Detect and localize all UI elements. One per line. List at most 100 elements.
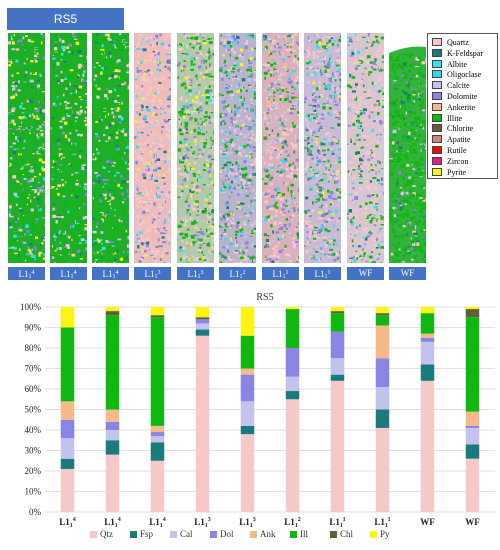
bar-segment-ank [420, 333, 435, 338]
chart-legend-label: Chl [340, 529, 354, 539]
bar-segment-ank [240, 368, 255, 375]
legend-item-quartz: Quartz [432, 37, 496, 48]
legend-item-oligoclase: Oligoclase [432, 69, 496, 80]
chart-legend-label: Fsp [140, 529, 154, 539]
bar-segment-qtz [240, 434, 255, 512]
core-label-text: L113 [187, 269, 204, 280]
core-label-text: L114 [18, 269, 35, 280]
chart-legend-swatch [90, 531, 97, 538]
bar-segment-cal [285, 376, 300, 392]
legend-swatch [432, 48, 442, 57]
legend-item-calcite: Calcite [432, 80, 496, 91]
mineral-legend: Quartz K-Feldspar Albite Oligoclase Calcite D… [427, 33, 498, 179]
legend-item-chlorite: Chlorite [432, 123, 496, 134]
bar-segment-chl [105, 311, 120, 316]
chart-legend-swatch [130, 531, 137, 538]
y-tick-label: 0% [29, 507, 42, 517]
bar-segment-ill [60, 327, 75, 402]
bar-segment-cal [465, 427, 480, 445]
core-label-text: WF [358, 268, 373, 278]
core-label-1: L114 [8, 267, 45, 280]
chart-legend-label: Py [380, 529, 390, 539]
sample-badge: RS5 [7, 8, 124, 30]
legend-swatch [432, 167, 442, 176]
y-tick-label: 70% [25, 364, 42, 374]
legend-label: Albite [447, 59, 467, 69]
bar-segment-dol [105, 421, 120, 430]
bar-segment-ill [105, 315, 120, 410]
bar-segment-fsp [105, 440, 120, 455]
core-strip-4 [134, 33, 171, 263]
mineral-composition-chart: RS5 0% 10% 20% 30% 40% 50% 60% 70% 80% 90% 100% L114… [20, 292, 495, 539]
x-tick-label: L111 [329, 517, 345, 529]
core-label-2: L114 [50, 267, 87, 280]
legend-item-ankerite: Ankerite [432, 102, 496, 113]
core-label-text: L114 [60, 269, 77, 280]
bar-segment-ank [60, 401, 75, 420]
x-tick-label: L114 [59, 517, 76, 529]
chart-title: RS5 [256, 292, 273, 303]
bar-segment-fsp [375, 409, 390, 428]
bar-segment-py [465, 307, 480, 310]
bar-segment-qtz [420, 380, 435, 512]
legend-item-albite: Albite [432, 59, 496, 70]
chart-legend-swatch [330, 531, 337, 538]
core-label-7: L111 [262, 267, 299, 280]
legend-label: Dolomite [447, 92, 478, 101]
legend-swatch [432, 70, 442, 79]
bar-segment-qtz [330, 380, 345, 512]
legend-label: Illite [447, 113, 463, 123]
chart-legend-swatch [210, 531, 217, 538]
y-tick-label: 80% [25, 343, 42, 353]
y-tick-label: 50% [25, 405, 42, 415]
core-strip-10 [389, 33, 426, 263]
bar-segment-dol [375, 358, 390, 387]
bar-segment-cal [420, 341, 435, 365]
legend-swatch [432, 59, 442, 68]
core-label-text: L112 [229, 269, 246, 280]
legend-swatch [432, 113, 442, 122]
bar-segment-cal [195, 323, 210, 330]
bar-segment-qtz [60, 468, 75, 512]
bar-segment-chl [150, 315, 165, 318]
bar-segment-cal [105, 430, 120, 441]
bar-segment-qtz [375, 427, 390, 512]
legend-item-pyrite: Pyrite [432, 167, 496, 178]
legend-swatch [432, 156, 442, 165]
x-tick-label: L112 [284, 517, 301, 529]
bar-segment-py [330, 307, 345, 312]
core-label-8: L111 [304, 267, 341, 280]
legend-swatch [432, 92, 442, 100]
bar-segment-ill [375, 315, 390, 326]
legend-item-rutile: Rutile [432, 145, 496, 156]
core-strip-5 [177, 33, 214, 263]
bar-segment-chl [330, 311, 345, 314]
bar-segment-dol [240, 374, 255, 402]
chart-legend-label: Ank [260, 529, 276, 539]
core-strip-3 [92, 33, 129, 263]
bar-segment-fsp [285, 391, 300, 400]
y-tick-label: 60% [25, 384, 42, 394]
legend-item-apatite: Apatite [432, 134, 496, 145]
x-tick-label: WF [420, 517, 435, 527]
bar-segment-ill [240, 335, 255, 369]
bar-segment-cal [60, 438, 75, 459]
y-tick-label: 40% [25, 425, 42, 435]
bar-segment-qtz [150, 460, 165, 512]
bar-segment-cal [375, 386, 390, 410]
bar-segment-ill [330, 313, 345, 332]
legend-swatch [432, 146, 442, 154]
bar-segment-cal [240, 401, 255, 426]
core-label-4: L113 [134, 267, 171, 280]
core-scan-panel: RS5 L114 L114 L114 L113 L113 L112 L111 L111 WF WF… [7, 8, 498, 280]
chart-legend-label: Dol [220, 529, 234, 539]
y-tick-label: 20% [25, 466, 42, 476]
chart-legend-swatch [250, 531, 257, 538]
legend-swatch [432, 38, 442, 46]
bar-segment-dol [420, 337, 435, 342]
bar-segment-chl [195, 317, 210, 320]
bar-segment-py [285, 307, 300, 310]
core-strip-9 [347, 33, 384, 263]
bar-segment-cal [150, 436, 165, 443]
core-label-text: WF [400, 268, 415, 278]
